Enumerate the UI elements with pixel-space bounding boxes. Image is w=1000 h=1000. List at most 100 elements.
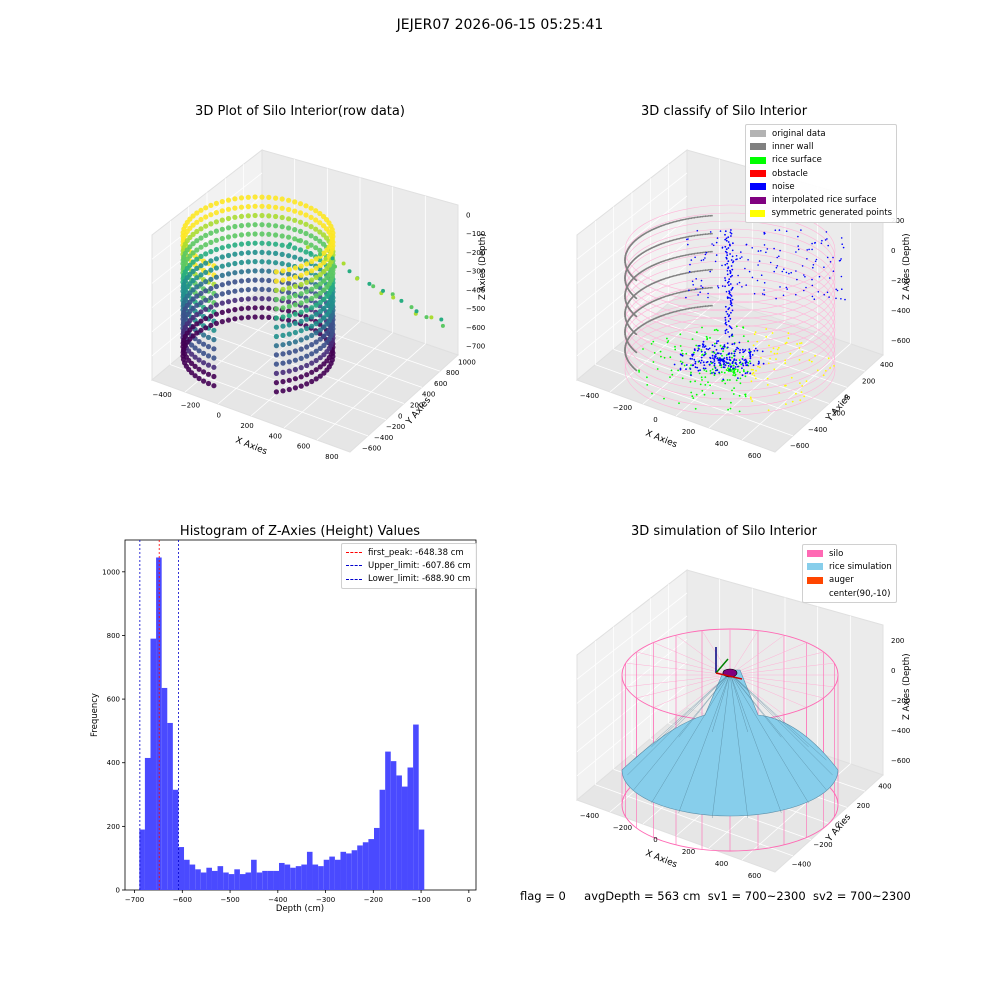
scatter-raw-point [308, 233, 314, 239]
scatter-raw-point [225, 234, 232, 240]
classify-point [704, 233, 707, 236]
classify-point [812, 264, 815, 266]
scatter-raw-z-tick: −100 [466, 230, 485, 238]
classify-point [728, 307, 731, 309]
classify-point [773, 270, 775, 273]
classify-point [727, 331, 729, 333]
classify-point [685, 368, 687, 370]
scatter-raw-point [213, 246, 219, 253]
classify-point [740, 251, 742, 253]
classify-point [709, 370, 712, 372]
legend-swatch [807, 563, 823, 571]
scatter-raw-point [266, 259, 272, 265]
classify-point [672, 257, 675, 259]
classify-point [683, 364, 686, 367]
scatter-raw-point [292, 236, 298, 242]
classify-point [713, 364, 716, 367]
scatter-raw-point [245, 240, 251, 247]
scatter-raw-point [298, 365, 304, 371]
scatter-raw-point [321, 324, 327, 330]
scatter-raw-point [205, 371, 212, 377]
classify-point [706, 215, 708, 217]
classify-point [717, 352, 720, 355]
classify-point [672, 221, 675, 223]
scatter-raw-point [313, 348, 319, 354]
classify-point [717, 286, 720, 289]
classify-point [734, 368, 737, 371]
scatter-raw-point [304, 362, 310, 369]
classify-point [766, 377, 769, 380]
classify-point [680, 291, 682, 294]
scatter-raw-point [313, 284, 319, 290]
histogram-bar [267, 870, 274, 890]
scatter-raw-point [208, 239, 214, 245]
classify-point [691, 338, 694, 340]
scatter-raw-point [225, 206, 232, 212]
scatter-raw-point [279, 251, 285, 257]
classify-point [713, 329, 716, 331]
scatter-raw-point [286, 331, 292, 337]
classify-point [731, 304, 733, 307]
classify-point [731, 356, 733, 359]
scatter-raw-point [203, 315, 209, 322]
classify-point [703, 269, 705, 272]
scatter-raw-point [321, 352, 327, 358]
scatter-raw-point [201, 378, 207, 384]
scatter-raw-point [313, 376, 319, 382]
classify-point [787, 337, 790, 340]
classify-point [733, 354, 736, 357]
classify-point [766, 248, 769, 250]
classify-point [797, 245, 799, 247]
classify-point [688, 270, 691, 273]
classify-points [624, 204, 846, 416]
scatter-raw-point [225, 262, 232, 268]
classify-point [707, 292, 709, 295]
histogram-bar [251, 859, 257, 890]
classify-point [716, 340, 718, 342]
scatter-raw-point [273, 389, 279, 395]
classify-point [681, 377, 684, 380]
classify-point [717, 285, 719, 287]
scatter-raw-point [219, 254, 225, 260]
scatter-raw-point [286, 234, 292, 240]
classify-x-tick: 400 [715, 440, 728, 448]
classify-point [726, 251, 728, 254]
classify-point [689, 380, 692, 383]
scatter-raw-point [313, 265, 319, 271]
classify-point [829, 261, 832, 263]
classify-point [763, 293, 766, 296]
classify-point [679, 345, 682, 347]
scatter-raw-point [317, 238, 323, 244]
scatter-raw-point [409, 305, 414, 310]
scatter-raw-point [304, 325, 310, 332]
classify-point [727, 280, 730, 283]
scatter-raw-point [321, 296, 327, 302]
classify-point [706, 305, 708, 307]
classify-point [696, 216, 699, 219]
classify-point [823, 266, 825, 268]
classify-point [674, 238, 676, 241]
classify-point [800, 391, 803, 393]
classify-point [731, 362, 734, 364]
classify-point [737, 377, 739, 379]
classify-point [664, 277, 667, 280]
classify-point [728, 278, 731, 281]
classify-point [725, 239, 728, 242]
simulation-silo-spoke [729, 642, 807, 676]
classify-point [734, 350, 737, 353]
classify-point [695, 252, 697, 255]
classify-point [785, 230, 788, 232]
histogram-bar [195, 869, 201, 890]
classify-point [673, 363, 676, 366]
classify-point [715, 241, 718, 244]
classify-point [711, 354, 714, 357]
scatter-raw-point [297, 247, 304, 253]
scatter-raw-point [273, 223, 279, 229]
scatter-raw-point [205, 362, 212, 368]
scatter-raw-point [252, 231, 258, 237]
simulation-rice-surface [621, 669, 839, 817]
classify-point [724, 329, 727, 332]
simulation-silo-spoke [625, 674, 731, 688]
classify-point [766, 384, 769, 386]
legend-item: center(90,-10) [807, 587, 892, 600]
